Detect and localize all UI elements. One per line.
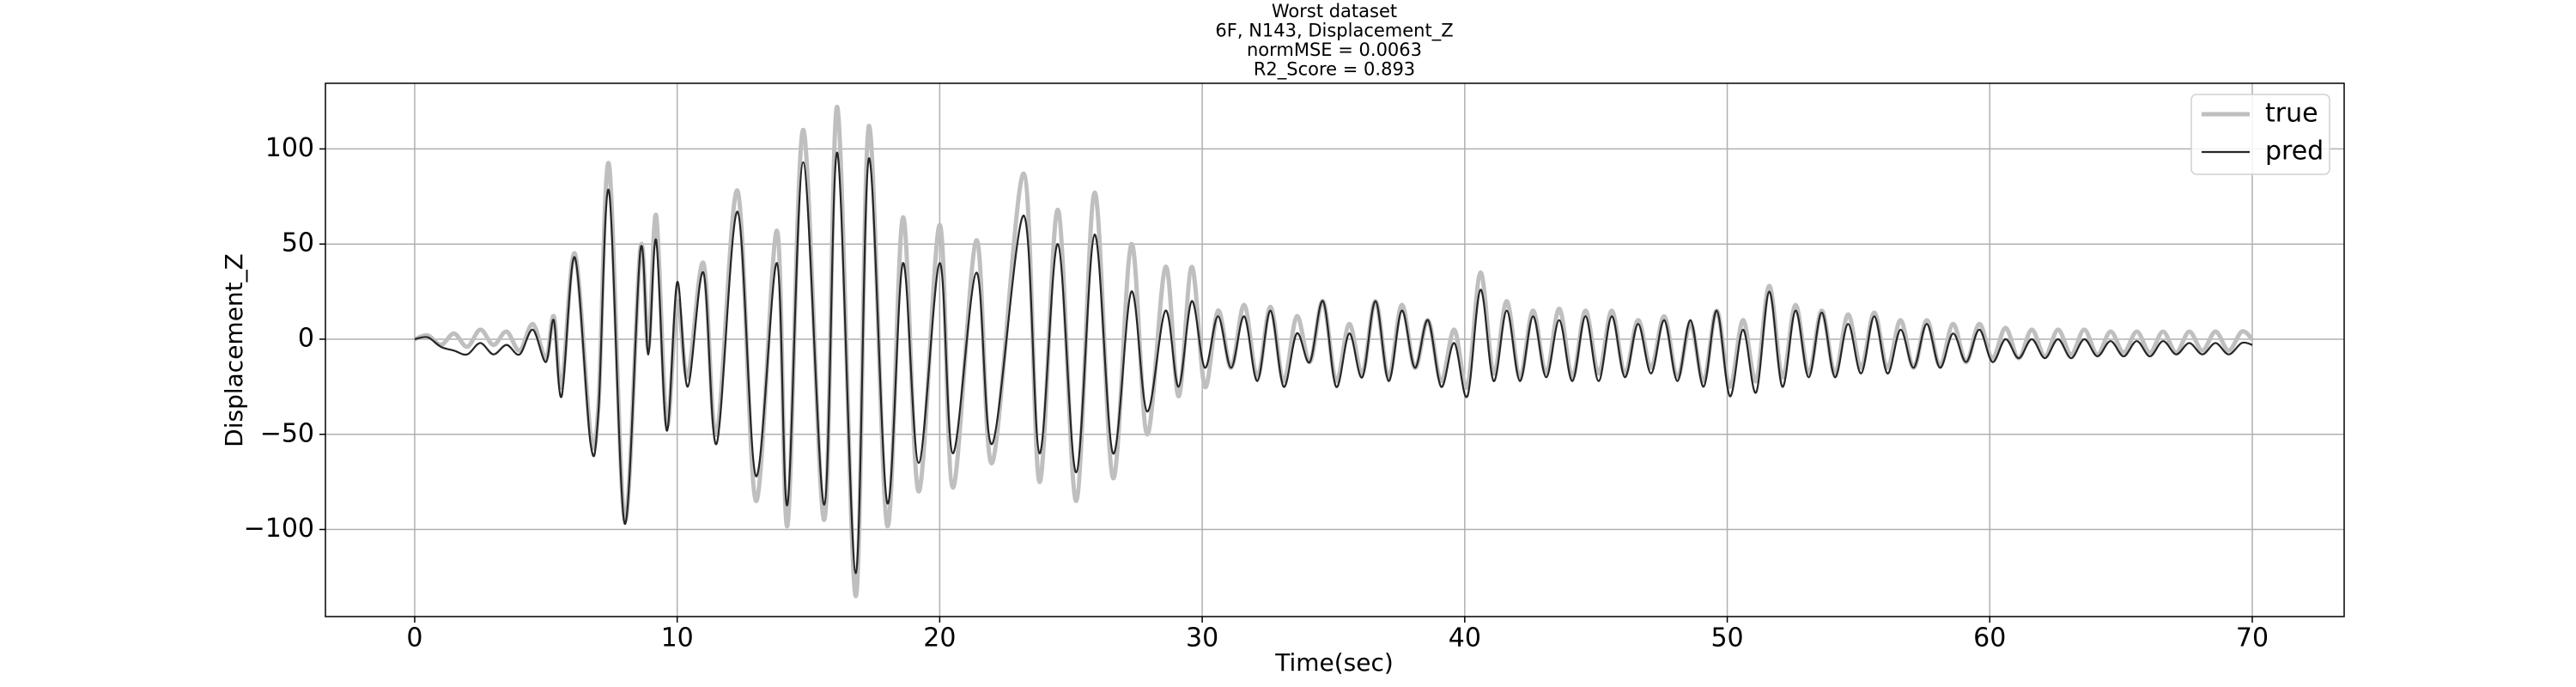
legend: true pred	[2190, 94, 2330, 175]
line-series	[414, 105, 2254, 599]
plot-frame	[325, 82, 2345, 617]
x-tick-label: 50	[1710, 623, 1743, 654]
y-tick-label: 50	[282, 228, 314, 258]
x-tick-label: 0	[406, 623, 422, 654]
y-tick-label: −50	[260, 418, 314, 448]
y-tick-label: 100	[265, 133, 314, 163]
x-tick-label: 40	[1449, 623, 1481, 654]
y-tick-label: −100	[244, 514, 314, 544]
legend-label: true	[2265, 99, 2318, 129]
y-axis-label: Displacement_Z	[220, 253, 248, 447]
title-line: normMSE = 0.0063	[1247, 40, 1422, 60]
x-tick-label: 70	[2236, 623, 2269, 654]
x-axis-label: Time(sec)	[1274, 648, 1394, 677]
line-series	[414, 151, 2253, 575]
title-line: Worst dataset	[1272, 1, 1397, 21]
x-tick-label: 20	[923, 623, 956, 654]
x-tick-label: 60	[1973, 623, 2006, 654]
x-tick-label: 10	[661, 623, 694, 654]
legend-label: pred	[2265, 137, 2324, 167]
title-line: 6F, N143, Displacement_Z	[1215, 21, 1453, 42]
x-tick-label: 30	[1186, 623, 1218, 654]
y-tick-label: 0	[298, 323, 314, 353]
title-line: R2_Score = 0.893	[1254, 59, 1415, 81]
